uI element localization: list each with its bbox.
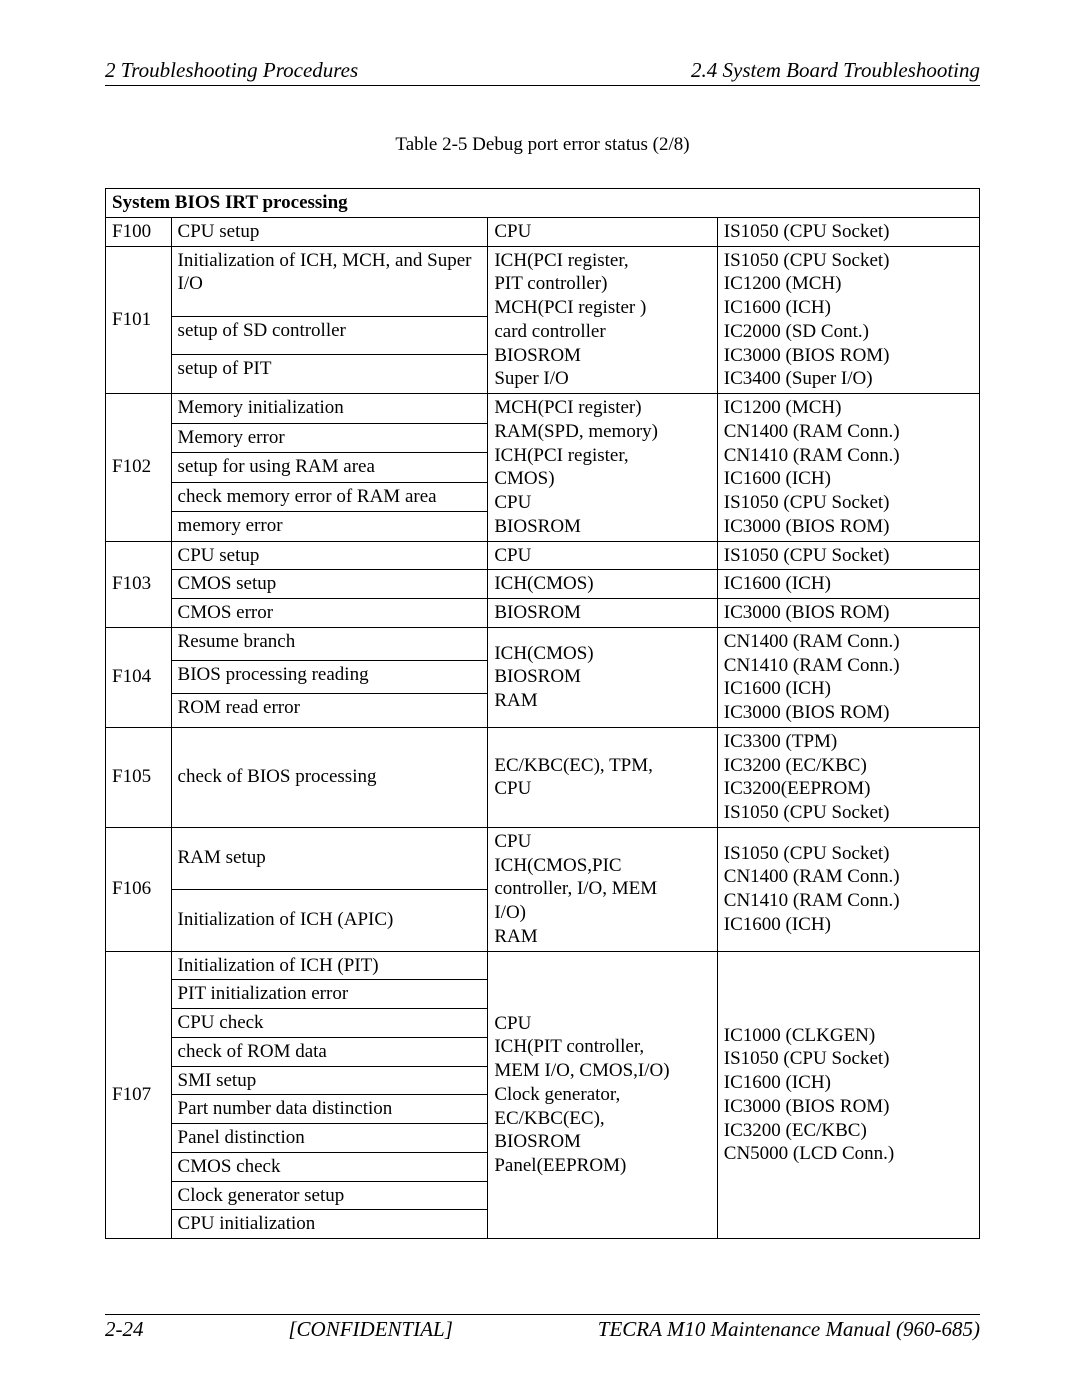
col3-F106: CPU ICH(CMOS,PIC controller, I/O, MEM I/… <box>488 827 717 951</box>
code-F107: F107 <box>106 951 172 1239</box>
col3-F105: EC/KBC(EC), TPM, CPU <box>488 727 717 827</box>
col4-F103-0: IS1050 (CPU Socket) <box>717 541 979 570</box>
col3-F101: ICH(PCI register, PIT controller) MCH(PC… <box>488 246 717 394</box>
desc-F107-3: check of ROM data <box>171 1037 488 1066</box>
desc-F107-4: SMI setup <box>171 1066 488 1095</box>
row-F102-0: F102 Memory initialization MCH(PCI regis… <box>106 394 980 424</box>
desc-F107-5: Part number data distinction <box>171 1095 488 1124</box>
desc-F101-2: setup of PIT <box>171 355 488 394</box>
desc-F101-1: setup of SD controller <box>171 316 488 355</box>
footer-left: 2-24 <box>105 1317 144 1342</box>
col3-F102: MCH(PCI register) RAM(SPD, memory) ICH(P… <box>488 394 717 542</box>
col3-F103-2: BIOSROM <box>488 599 717 628</box>
col3-F107: CPU ICH(PIT controller, MEM I/O, CMOS,I/… <box>488 951 717 1239</box>
desc-F100-0: CPU setup <box>171 217 488 246</box>
row-F103-0: F103 CPU setup CPU IS1050 (CPU Socket) <box>106 541 980 570</box>
page-header: 2 Troubleshooting Procedures 2.4 System … <box>105 58 980 86</box>
desc-F103-0: CPU setup <box>171 541 488 570</box>
section-title-row: System BIOS IRT processing <box>106 189 980 218</box>
desc-F103-2: CMOS error <box>171 599 488 628</box>
row-F107-0: F107 Initialization of ICH (PIT) CPU ICH… <box>106 951 980 980</box>
row-F103-2: CMOS error BIOSROM IC3000 (BIOS ROM) <box>106 599 980 628</box>
row-F105: F105 check of BIOS processing EC/KBC(EC)… <box>106 727 980 827</box>
col4-F100: IS1050 (CPU Socket) <box>717 217 979 246</box>
code-F105: F105 <box>106 727 172 827</box>
col3-F103-1: ICH(CMOS) <box>488 570 717 599</box>
code-F100: F100 <box>106 217 172 246</box>
col4-F102: IC1200 (MCH) CN1400 (RAM Conn.) CN1410 (… <box>717 394 979 542</box>
desc-F107-8: Clock generator setup <box>171 1181 488 1210</box>
desc-F107-6: Panel distinction <box>171 1124 488 1153</box>
footer-right: TECRA M10 Maintenance Manual (960-685) <box>598 1317 980 1342</box>
row-F100: F100 CPU setup CPU IS1050 (CPU Socket) <box>106 217 980 246</box>
col3-F100: CPU <box>488 217 717 246</box>
desc-F102-2: setup for using RAM area <box>171 453 488 483</box>
desc-F104-0: Resume branch <box>171 627 488 660</box>
code-F106: F106 <box>106 827 172 951</box>
col4-F105: IC3300 (TPM) IC3200 (EC/KBC) IC3200(EEPR… <box>717 727 979 827</box>
desc-F107-9: CPU initialization <box>171 1210 488 1239</box>
desc-F104-1: BIOS processing reading <box>171 661 488 694</box>
col4-F104: CN1400 (RAM Conn.) CN1410 (RAM Conn.) IC… <box>717 627 979 727</box>
desc-F104-2: ROM read error <box>171 694 488 727</box>
code-F102: F102 <box>106 394 172 542</box>
code-F103: F103 <box>106 541 172 627</box>
desc-F106-0: RAM setup <box>171 827 488 889</box>
desc-F103-1: CMOS setup <box>171 570 488 599</box>
col3-F103-0: CPU <box>488 541 717 570</box>
header-right: 2.4 System Board Troubleshooting <box>691 58 980 83</box>
desc-F107-2: CPU check <box>171 1009 488 1038</box>
row-F106-0: F106 RAM setup CPU ICH(CMOS,PIC controll… <box>106 827 980 889</box>
col4-F103-1: IC1600 (ICH) <box>717 570 979 599</box>
code-F104: F104 <box>106 627 172 727</box>
section-title: System BIOS IRT processing <box>106 189 980 218</box>
page-footer: 2-24 [CONFIDENTIAL] TECRA M10 Maintenanc… <box>105 1314 980 1342</box>
row-F103-1: CMOS setup ICH(CMOS) IC1600 (ICH) <box>106 570 980 599</box>
debug-port-table: System BIOS IRT processing F100 CPU setu… <box>105 188 980 1239</box>
desc-F105-0: check of BIOS processing <box>171 727 488 827</box>
row-F101-0: F101 Initialization of ICH, MCH, and Sup… <box>106 246 980 316</box>
desc-F106-1: Initialization of ICH (APIC) <box>171 889 488 951</box>
desc-F107-0: Initialization of ICH (PIT) <box>171 951 488 980</box>
page: 2 Troubleshooting Procedures 2.4 System … <box>0 0 1080 1397</box>
col3-F104: ICH(CMOS) BIOSROM RAM <box>488 627 717 727</box>
table-caption: Table 2-5 Debug port error status (2/8) <box>105 134 980 156</box>
desc-F102-0: Memory initialization <box>171 394 488 424</box>
col4-F103-2: IC3000 (BIOS ROM) <box>717 599 979 628</box>
desc-F102-3: check memory error of RAM area <box>171 482 488 512</box>
code-F101: F101 <box>106 246 172 394</box>
desc-F101-0: Initialization of ICH, MCH, and Super I/… <box>171 246 488 316</box>
col4-F107: IC1000 (CLKGEN) IS1050 (CPU Socket) IC16… <box>717 951 979 1239</box>
header-left: 2 Troubleshooting Procedures <box>105 58 358 83</box>
desc-F102-1: Memory error <box>171 423 488 453</box>
col4-F101: IS1050 (CPU Socket) IC1200 (MCH) IC1600 … <box>717 246 979 394</box>
desc-F102-4: memory error <box>171 512 488 542</box>
row-F104-0: F104 Resume branch ICH(CMOS) BIOSROM RAM… <box>106 627 980 660</box>
desc-F107-1: PIT initialization error <box>171 980 488 1009</box>
desc-F107-7: CMOS check <box>171 1152 488 1181</box>
col4-F106: IS1050 (CPU Socket) CN1400 (RAM Conn.) C… <box>717 827 979 951</box>
footer-center: [CONFIDENTIAL] <box>288 1317 453 1342</box>
